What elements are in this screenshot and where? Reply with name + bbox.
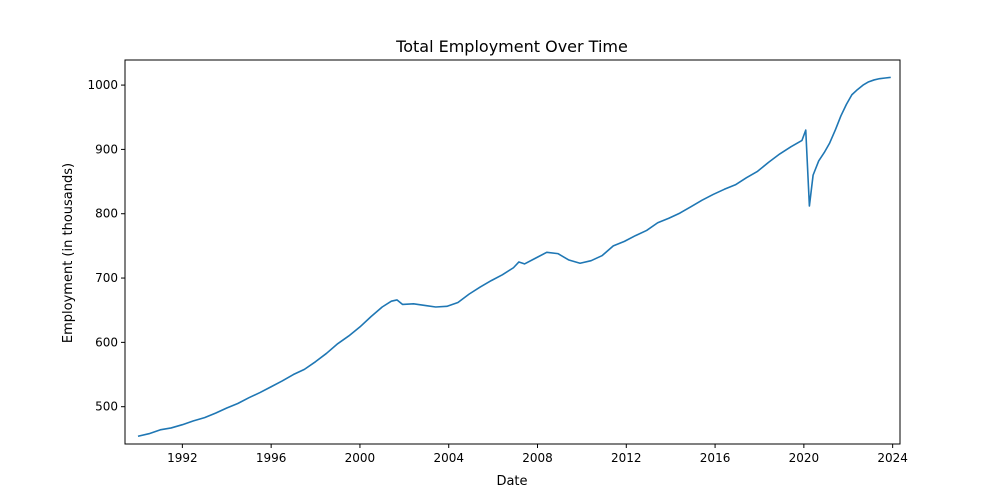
y-tick-label: 1000 [87, 78, 118, 92]
y-tick-label: 900 [95, 142, 118, 156]
x-tick-label: 2020 [789, 451, 820, 465]
x-tick-label: 2004 [433, 451, 464, 465]
plot-frame [124, 59, 901, 445]
x-tick-label: 2012 [611, 451, 642, 465]
x-tick-label: 2024 [877, 451, 908, 465]
x-tick-label: 2008 [522, 451, 553, 465]
series-line [137, 76, 891, 438]
y-tick-label: 500 [95, 400, 118, 414]
y-axis-title: Employment (in thousands) [61, 163, 76, 343]
x-tick-label: 2000 [345, 451, 376, 465]
y-tick-label: 600 [95, 335, 118, 349]
chart-title: Total Employment Over Time [395, 37, 628, 56]
y-axis: 500 600 700 800 900 1000 [87, 78, 125, 414]
x-tick-label: 1996 [256, 451, 287, 465]
x-tick-label: 2016 [700, 451, 731, 465]
x-tick-label: 1992 [167, 451, 198, 465]
y-tick-label: 800 [95, 207, 118, 221]
series-layer [137, 76, 891, 438]
x-axis: 1992 1996 2000 2004 2008 2012 2016 2020 2024 [167, 444, 908, 465]
x-axis-title: Date [496, 474, 527, 489]
y-tick-label: 700 [95, 271, 118, 285]
